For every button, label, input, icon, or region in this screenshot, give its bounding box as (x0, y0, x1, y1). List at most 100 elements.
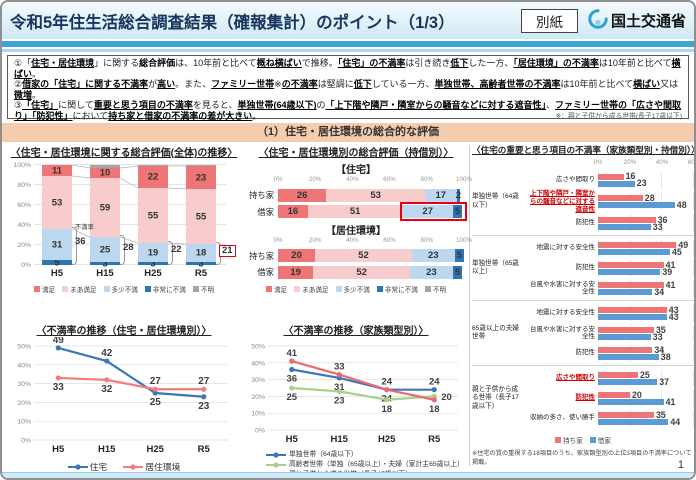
legend-swatch (376, 285, 383, 292)
summary-point: ②借家の「住宅」に関する不満率が高い。また、ファミリー世帯※の不満率は堅調に低下… (14, 79, 682, 100)
grid-line (34, 204, 226, 205)
bar-segment: 23 (186, 166, 216, 189)
bar (598, 268, 661, 275)
legend-item: 持ち家 (555, 435, 583, 445)
data-point (201, 386, 207, 392)
bar-segment: 23 (410, 265, 453, 279)
x-axis-label: H25 (378, 434, 396, 445)
chart-title: 〈住宅・居住環境別の総合評価（持借別）〉 (258, 148, 454, 159)
bar-value: 35 (656, 409, 666, 420)
legend-label: 単独世帯（64歳以下） (289, 451, 358, 458)
row-label: 借家 (257, 267, 274, 277)
item-label: 収納の多さ、使い勝手 (530, 414, 595, 422)
ministry-brand: 国土交通省 (588, 8, 686, 33)
y-axis-label: 10% (17, 419, 31, 426)
bar-line: 39 (598, 267, 694, 276)
axis-tick: 60% (383, 176, 396, 183)
item-label: 台風や水害に対する安全性 (530, 280, 595, 296)
bar-segment: 3 (90, 259, 120, 268)
bar-value: 5 (456, 250, 462, 261)
dissatisfaction-bracket (72, 227, 77, 265)
summary-point: ③「住宅」に関して重要と思う項目の不満率を見ると、単独世帯(64歳以下)の「上下… (14, 100, 682, 121)
text-segment: ①「 (14, 58, 32, 68)
bar-cell: 35 33 (598, 325, 694, 342)
text-segment: 「居住環境」の不満率 (513, 58, 599, 68)
data-point (55, 345, 61, 351)
bar-line: 25 (598, 370, 694, 379)
ministry-name: 国土交通省 (610, 13, 686, 30)
bar-value: 33 (652, 331, 663, 342)
points-footnote: ※：親と子供から成る世帯(長子17歳以下) (555, 112, 682, 120)
chart-footnote: ※住宅の質の重視する18項目のうち、家族類型別の上位3項目の不満率について掲載。 (472, 450, 692, 467)
chart-legend: 満足 まあ満足 多少不満 非常に不満 不明 (8, 284, 240, 294)
data-point (289, 385, 295, 391)
bar-cell: 49 45 (598, 240, 694, 257)
y-axis-label: 100% (13, 162, 31, 169)
bar-value: 19 (147, 247, 159, 258)
bar-stack: 26 53 17 2 (278, 188, 464, 202)
bar-value: 23 (195, 172, 207, 183)
text-segment: 。 (252, 110, 262, 121)
bar-cell: 35 44 (598, 410, 694, 427)
text-segment: を見ると、 (192, 100, 238, 111)
x-axis-label: R5 (198, 444, 211, 455)
bar-segment: 52 (313, 265, 411, 279)
item-label: 防犯性 (575, 264, 596, 272)
x-axis-label: R5 (428, 434, 441, 445)
summary-points-box: ①「住宅・居住環境」に関する総合評価は、10年前と比べて概ね横ばいで推移。「住宅… (7, 55, 689, 121)
bar-value: 3 (150, 258, 156, 269)
x-axis-label: H15 (98, 444, 116, 455)
y-axis-label: 20% (17, 242, 31, 249)
bar-value: 35 (656, 324, 666, 335)
y-axis-label: 40% (17, 362, 31, 369)
text-segment: は、10年前と比べて (175, 58, 257, 68)
legend-label: 持ち家 (563, 438, 583, 446)
bar-segment: 16 (278, 205, 308, 218)
group-label: 単独世帯（65歳以上） (472, 260, 519, 276)
legend-item: 不明 (424, 284, 446, 294)
column-divider (469, 145, 470, 466)
bar-cell: 16 23 (598, 172, 694, 189)
bar-line: 38 (598, 351, 694, 362)
bar (598, 173, 624, 180)
data-line (58, 376, 204, 391)
data-point (104, 377, 110, 383)
y-axis-label: 0% (255, 428, 265, 435)
axis-tick: 100% (455, 236, 473, 244)
bar-segment (90, 165, 120, 168)
legend-swatch (555, 437, 562, 444)
legend-label: 借家 (597, 438, 611, 446)
item-row: 地震に対する安全性 49 45 (526, 238, 694, 258)
bar-segment: 26 (278, 188, 327, 202)
page-title: 令和5年住生活総合調査結果（確報集計）のポイント（1/3） (10, 13, 455, 32)
data-line (291, 386, 435, 401)
y-axis-label: 0% (21, 438, 31, 445)
panel-trend-by-category: 〈不満率の推移（住宅・居住環境別）〉 0% 10% 20% 30% 40% 50% H5 H1… (8, 322, 240, 472)
bar-value: 11 (51, 165, 63, 176)
stacked-column-chart: 0% 20% 40% 60% 80% 100% 5 31 53 11 不満率 36 3 25 59 10 28 3… (8, 162, 240, 294)
bar: 5 31 53 11 不満率 36 (42, 165, 94, 267)
chart-legend: 満足 まあ満足 多少不満 非常に不満 不明 (244, 284, 468, 294)
category-group: 親と子供から成る世帯（長子17歳以下） 広さや間取り 25 37 防犯性 20 41 収納の多… (472, 365, 694, 430)
text-segment: 。また、 (175, 79, 212, 90)
bar-value: 49 (678, 239, 689, 250)
bar-stack: 19 52 23 5 (278, 265, 464, 279)
bar-cell: 36 33 (598, 215, 694, 232)
panel-important-items: 〈住宅の重要と思う項目の不満率（家族類型別・持借別）〉 0% 20% 40% 60% 単… (472, 144, 694, 466)
text-segment: 低下 (353, 79, 372, 90)
x-axis-label: H5 (50, 268, 64, 279)
bar-segment: 5 (42, 258, 72, 267)
bar (598, 411, 654, 418)
x-axis-label: H15 (331, 434, 349, 445)
text-segment: ※ (274, 79, 282, 90)
y-axis-label: 10% (251, 411, 265, 418)
bar-value: 38 (660, 351, 671, 362)
bar-value: 25 (99, 244, 111, 255)
grid-line (34, 224, 226, 225)
data-point-label: 23 (334, 395, 345, 406)
category-group: 65歳以上の夫婦世帯 地震に対する安全性 43 43 台風や水害に対する安全性 35 33 防… (472, 300, 694, 365)
bar-value: 20 (291, 250, 302, 261)
bar-value: 23 (428, 250, 439, 261)
legend-item: 多少不満 (335, 284, 370, 294)
